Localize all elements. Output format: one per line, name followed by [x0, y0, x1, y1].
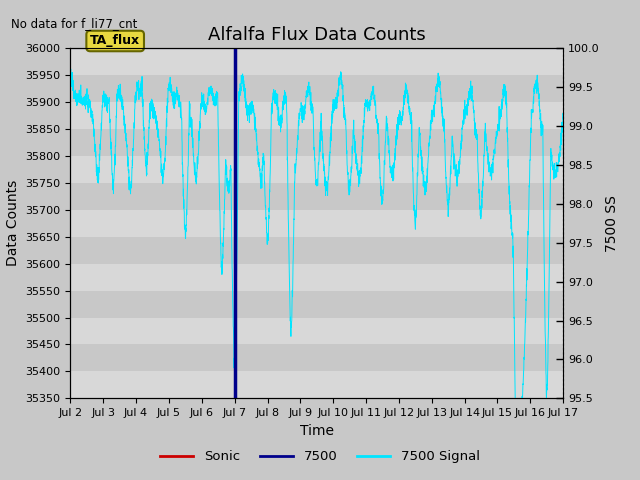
Bar	[70, 156, 563, 183]
Bar	[70, 290, 563, 318]
Text: TA_flux: TA_flux	[90, 35, 140, 48]
Y-axis label: 7500 SS: 7500 SS	[605, 195, 620, 252]
Bar	[70, 129, 563, 156]
Text: No data for f_li77_cnt: No data for f_li77_cnt	[12, 17, 138, 30]
Bar	[70, 264, 563, 290]
Bar	[70, 210, 563, 237]
Bar	[70, 183, 563, 210]
Y-axis label: Data Counts: Data Counts	[6, 180, 20, 266]
Bar	[70, 75, 563, 102]
X-axis label: Time: Time	[300, 424, 334, 438]
Bar	[70, 372, 563, 398]
Bar	[70, 345, 563, 372]
Title: Alfalfa Flux Data Counts: Alfalfa Flux Data Counts	[208, 25, 426, 44]
Bar	[70, 48, 563, 75]
Bar	[70, 237, 563, 264]
Bar	[70, 102, 563, 129]
Bar	[70, 318, 563, 345]
Legend: Sonic, 7500, 7500 Signal: Sonic, 7500, 7500 Signal	[155, 445, 485, 468]
